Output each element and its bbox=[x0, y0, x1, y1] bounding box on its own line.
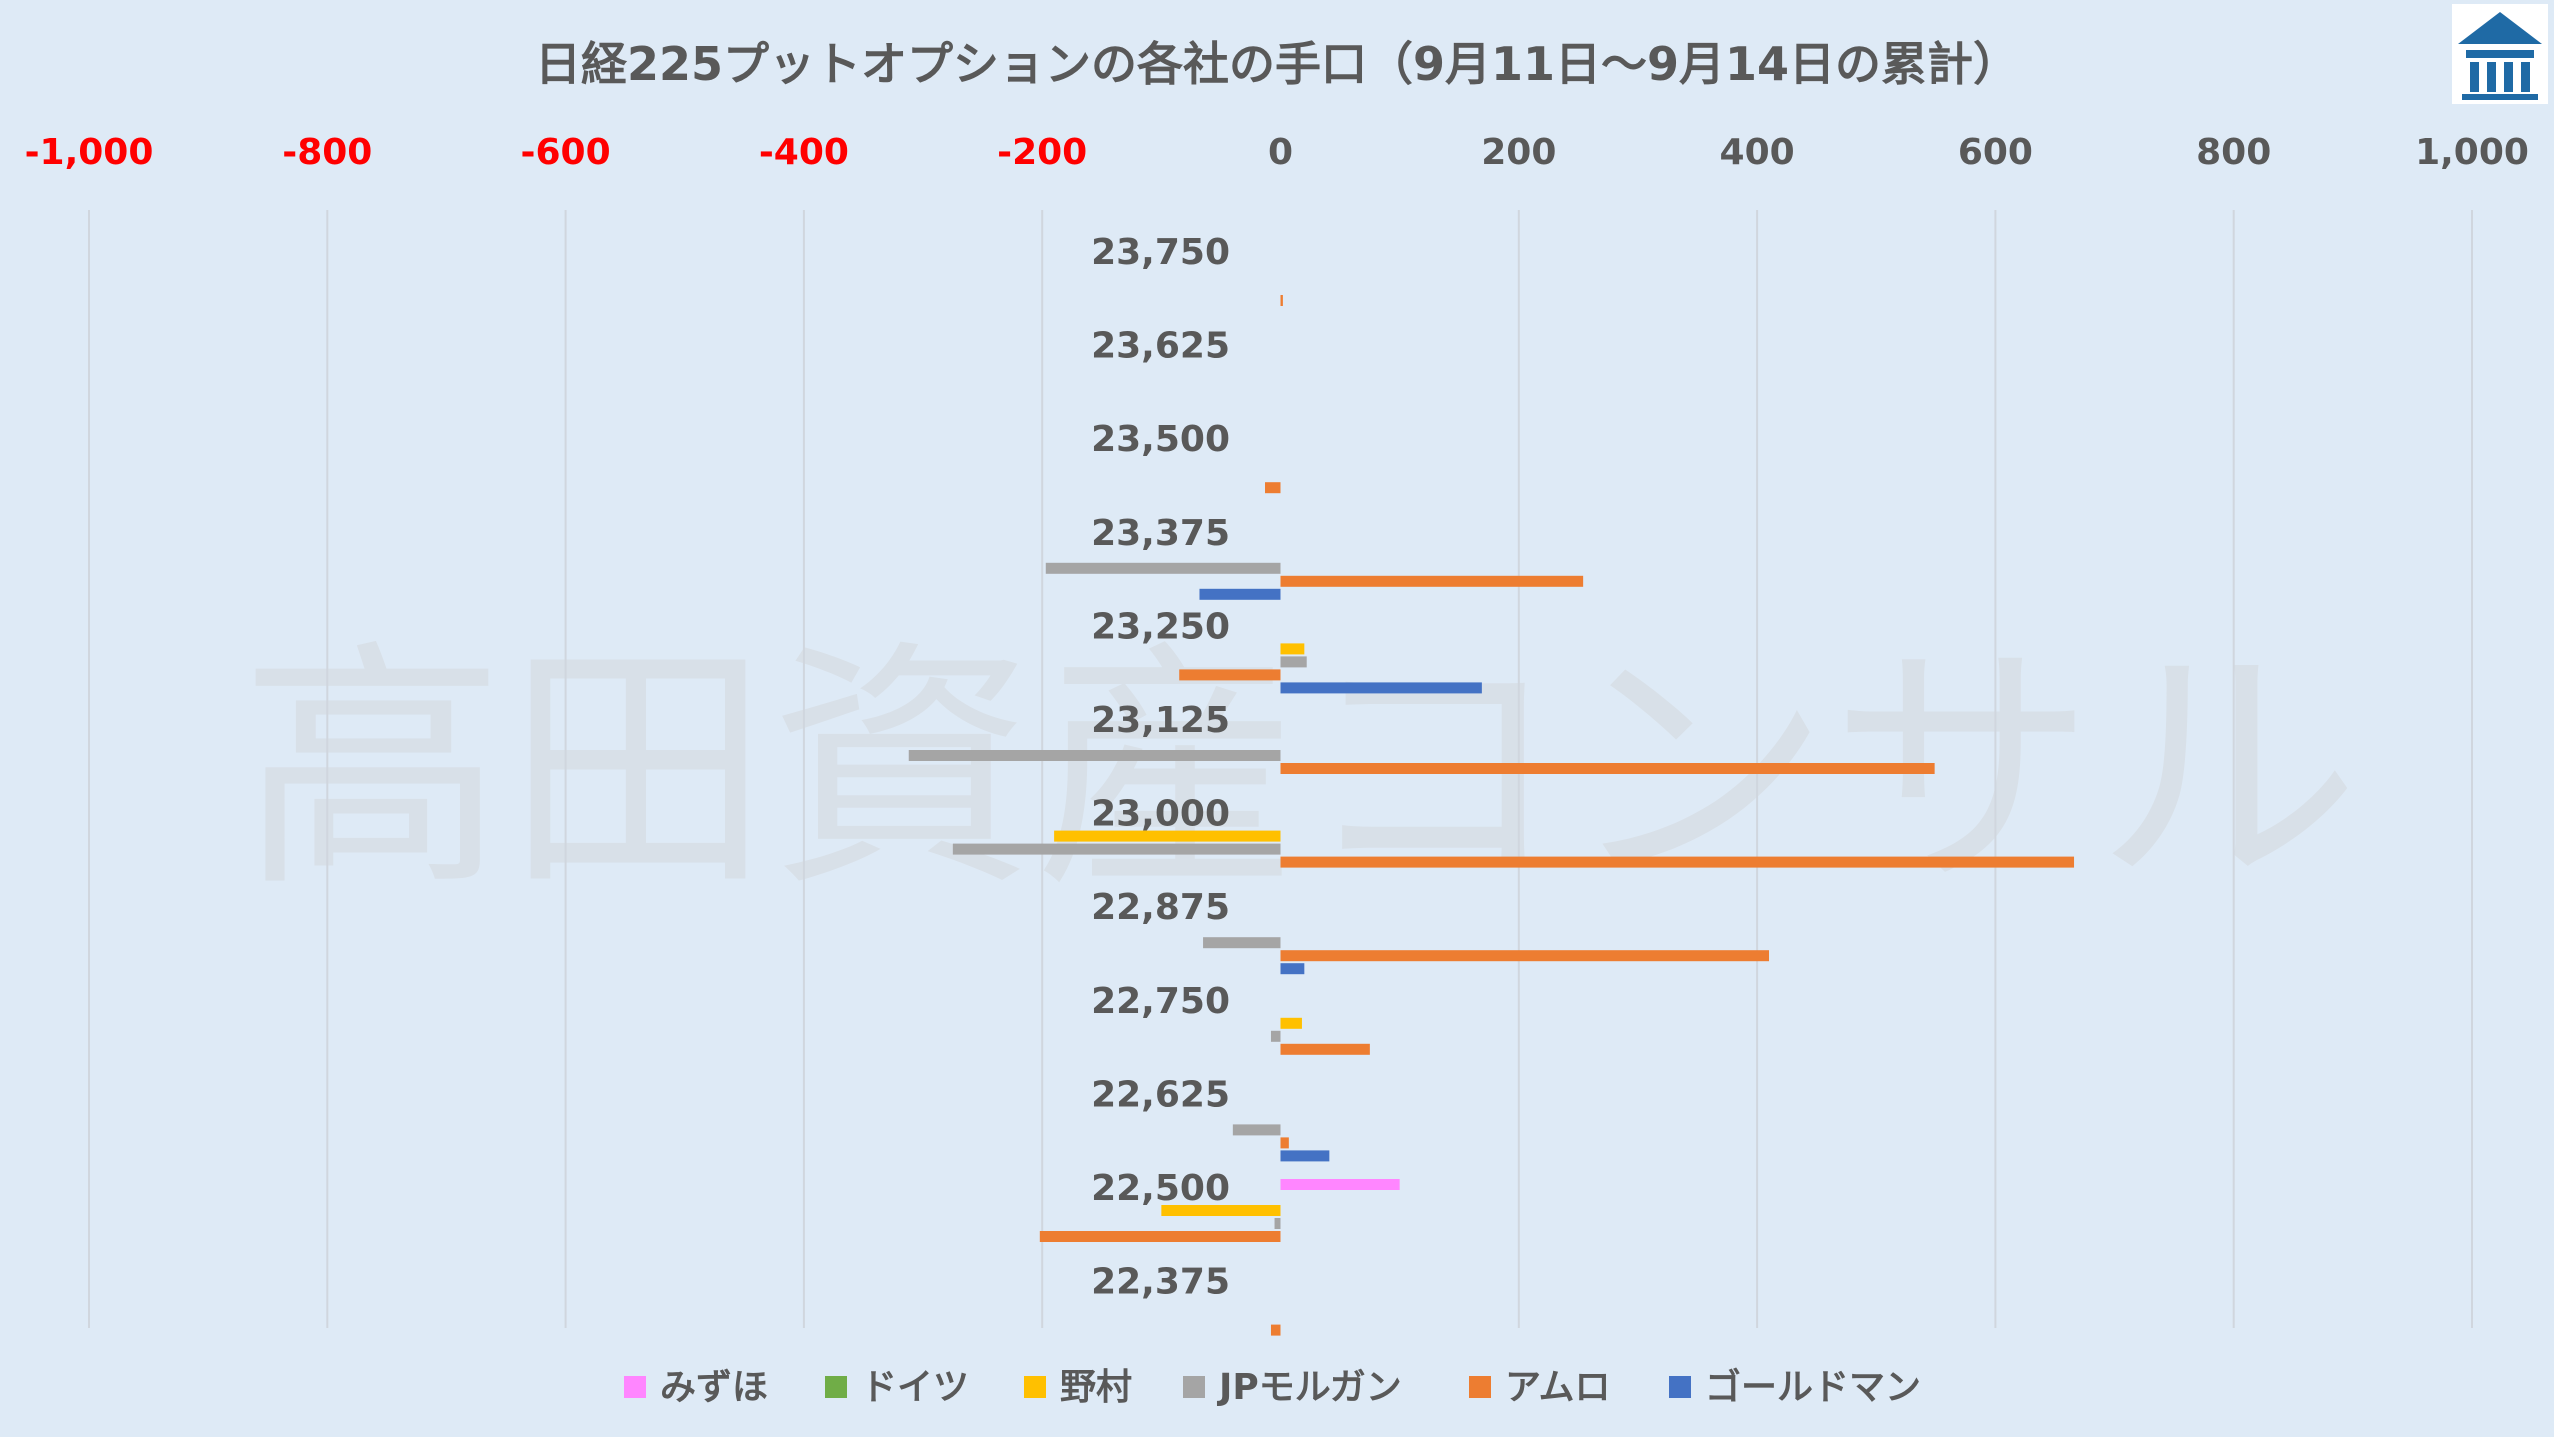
x-tick-label: -800 bbox=[282, 132, 372, 173]
legend-label: JPモルガン bbox=[1216, 1367, 1402, 1408]
x-tick-label: 0 bbox=[1268, 132, 1293, 173]
bar bbox=[1280, 1137, 1289, 1149]
bar bbox=[1161, 1205, 1281, 1216]
y-tick-label: 22,750 bbox=[1091, 981, 1230, 1022]
y-tick-label: 23,000 bbox=[1091, 794, 1230, 835]
y-tick-label: 23,250 bbox=[1091, 606, 1230, 647]
bar bbox=[1280, 656, 1307, 668]
bar bbox=[1280, 643, 1305, 655]
bar bbox=[1280, 1179, 1400, 1190]
legend-label: ドイツ bbox=[861, 1367, 969, 1408]
y-axis-ticks: 23,750 23,625 23,500 23,375 23,250 23,125 23,0… bbox=[1091, 232, 1230, 1303]
x-tick-label: -400 bbox=[759, 132, 849, 173]
x-tick-label: -1,000 bbox=[25, 132, 154, 173]
bar bbox=[1054, 830, 1281, 842]
bar bbox=[1270, 1030, 1281, 1042]
legend: みずほ ドイツ 野村 JPモルガン アムロ ゴールドマン bbox=[624, 1366, 1921, 1408]
y-tick-label: 23,375 bbox=[1091, 513, 1230, 554]
bar bbox=[1280, 963, 1305, 975]
legend-swatch bbox=[1183, 1376, 1205, 1398]
company-logo-icon bbox=[2452, 4, 2548, 104]
x-tick-label: -600 bbox=[521, 132, 611, 173]
bar bbox=[1280, 1150, 1330, 1162]
bars bbox=[908, 295, 2075, 1336]
bar bbox=[1280, 575, 1584, 587]
legend-swatch bbox=[1024, 1376, 1046, 1398]
bar bbox=[1280, 856, 2075, 868]
chart-title: 日経225プットオプションの各社の手口（9月11日～9月14日の累計） bbox=[535, 37, 2019, 91]
legend-swatch bbox=[825, 1376, 847, 1398]
bar bbox=[1045, 562, 1281, 574]
x-tick-label: 200 bbox=[1481, 132, 1556, 173]
bar bbox=[1203, 937, 1281, 949]
legend-label: 野村 bbox=[1060, 1367, 1132, 1408]
legend-swatch bbox=[624, 1376, 646, 1398]
y-tick-label: 23,750 bbox=[1091, 232, 1230, 273]
legend-swatch bbox=[1469, 1376, 1491, 1398]
y-tick-label: 23,500 bbox=[1091, 419, 1230, 460]
y-tick-label: 22,875 bbox=[1091, 887, 1230, 928]
y-tick-label: 23,625 bbox=[1091, 326, 1230, 367]
y-tick-label: 22,375 bbox=[1091, 1262, 1230, 1303]
legend-swatch bbox=[1669, 1376, 1691, 1398]
bar bbox=[1179, 669, 1281, 681]
bar bbox=[1280, 950, 1770, 962]
x-tick-label: 1,000 bbox=[2415, 132, 2529, 173]
bar bbox=[1280, 295, 1283, 306]
bar bbox=[1280, 1043, 1370, 1055]
y-tick-label: 22,500 bbox=[1091, 1168, 1230, 1209]
bar bbox=[1274, 1218, 1281, 1229]
bar bbox=[1270, 1324, 1281, 1336]
y-tick-label: 22,625 bbox=[1091, 1074, 1230, 1115]
bar bbox=[1280, 763, 1935, 774]
y-tick-label: 23,125 bbox=[1091, 700, 1230, 741]
x-tick-label: 800 bbox=[2196, 132, 2271, 173]
legend-label: アムロ bbox=[1505, 1367, 1610, 1408]
bar bbox=[1265, 482, 1281, 494]
bar bbox=[1232, 1124, 1281, 1136]
bar bbox=[1280, 1017, 1302, 1029]
legend-label: みずほ bbox=[660, 1367, 768, 1408]
bar bbox=[1039, 1231, 1281, 1242]
x-tick-label: 600 bbox=[1958, 132, 2033, 173]
bar bbox=[908, 750, 1281, 761]
bar bbox=[1199, 588, 1281, 600]
x-axis-ticks: -1,000 -800 -600 -400 -200 0 200 400 600 800 1,000 bbox=[25, 132, 2529, 173]
x-tick-label: -200 bbox=[997, 132, 1087, 173]
bar bbox=[1280, 682, 1482, 694]
bar bbox=[952, 843, 1281, 855]
x-tick-label: 400 bbox=[1720, 132, 1795, 173]
legend-label: ゴールドマン bbox=[1705, 1366, 1921, 1408]
